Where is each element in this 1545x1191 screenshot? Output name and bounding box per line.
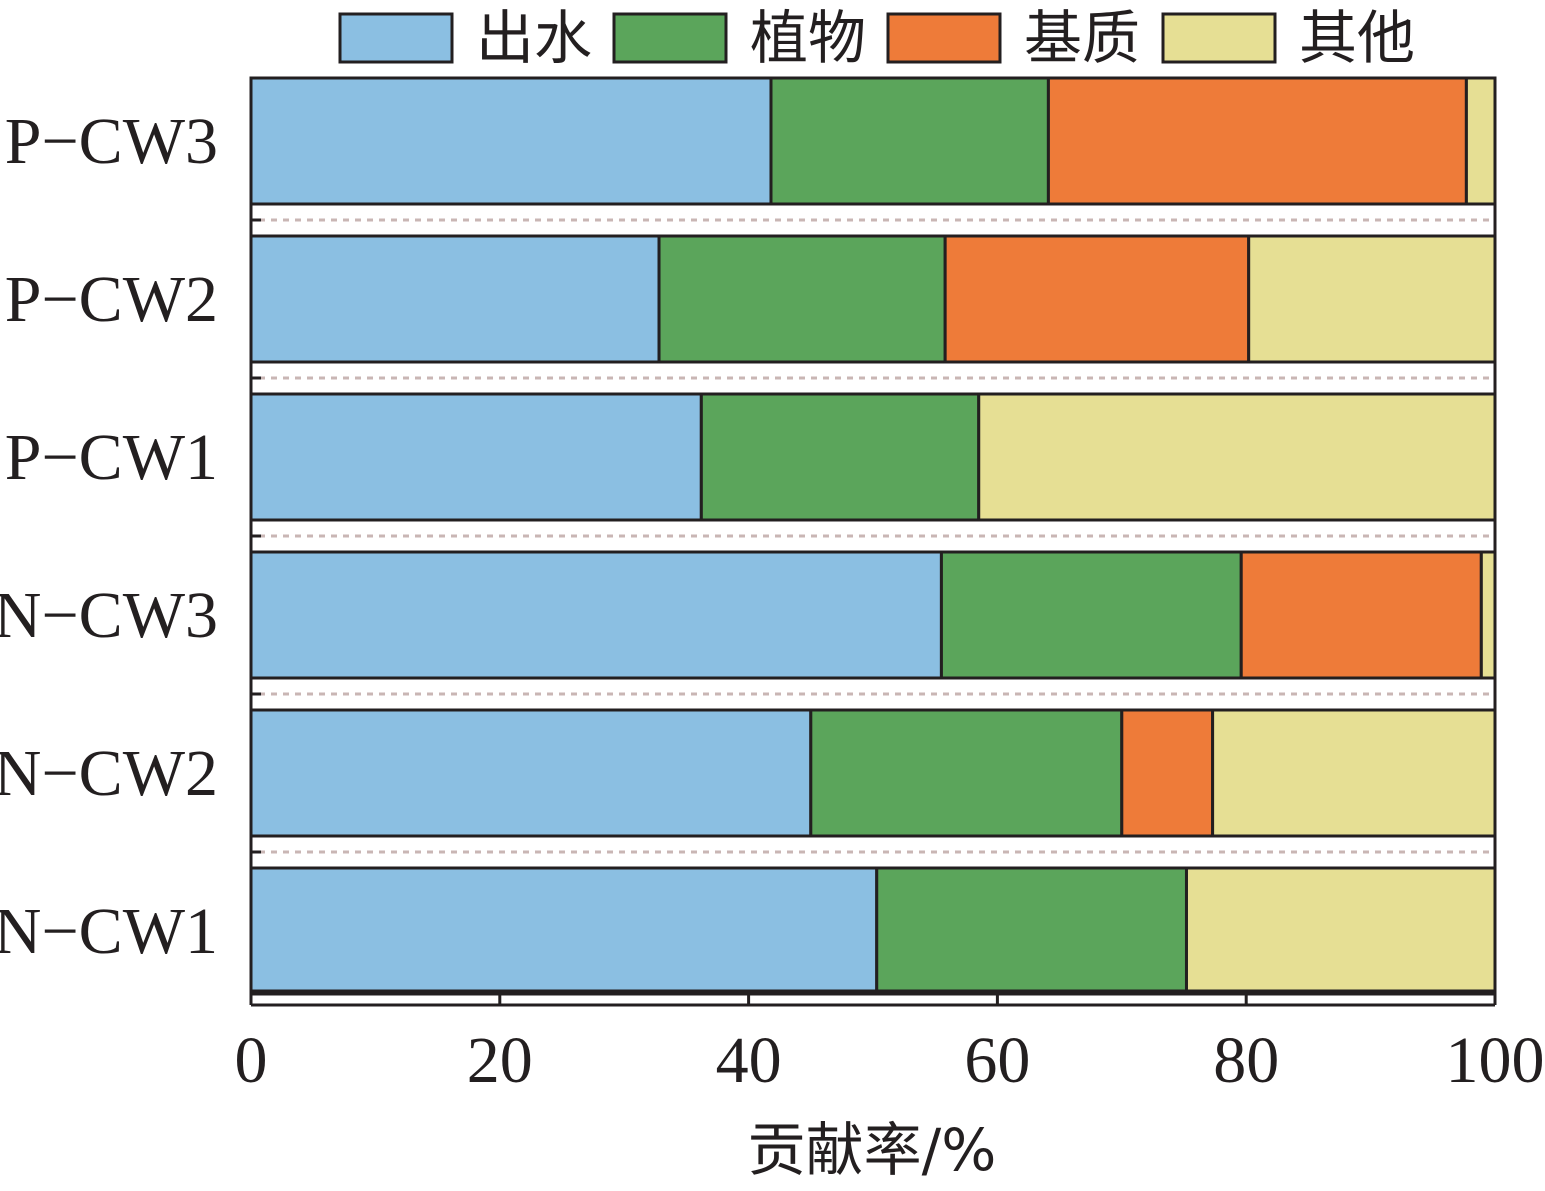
y-tick-label: N−CW2 [0,737,218,810]
x-tick-label: 100 [1446,1024,1545,1097]
row-separators [251,218,1495,854]
y-axis-labels: P−CW3 P−CW2 P−CW1 N−CW3 N−CW2 N−CW1 [0,105,218,968]
legend-swatch [338,12,454,64]
y-tick-label: P−CW2 [5,263,218,336]
x-tick-label: 60 [964,1024,1030,1097]
legend-label: 基质 [1024,4,1140,72]
bar-segment-3-series-4 [977,392,1497,522]
y-tick-label: N−CW3 [0,579,218,652]
bar-segment-1-series-3 [1046,76,1468,206]
bar-segment-5-series-3 [1120,708,1215,838]
bar-segment-4-series-2 [939,550,1243,680]
bar-segment-2-series-3 [943,234,1251,364]
bar-segment-3-series-1 [249,392,703,522]
bar-segment-1-series-2 [769,76,1050,206]
bar-segment-6-series-2 [875,866,1188,996]
bars [249,76,1497,996]
bar-segment-4-series-1 [249,550,943,680]
x-axis-title: 贡献率/% [748,1116,997,1184]
legend-swatch [1161,12,1277,64]
bar-segment-5-series-2 [809,708,1124,838]
legend-label: 其他 [1299,4,1415,72]
x-tick-label: 80 [1213,1024,1279,1097]
legend-swatch [886,12,1002,64]
bar-segment-6-series-4 [1184,866,1497,996]
legend: 出水 植物 基质 其他 [338,4,1415,72]
x-tick-label: 0 [235,1024,268,1097]
y-tick-label: P−CW3 [5,105,218,178]
x-tick-label: 40 [716,1024,782,1097]
x-tick-label: 20 [467,1024,533,1097]
bar-segment-4-series-4 [1479,550,1497,680]
y-tick-label: N−CW1 [0,895,218,968]
bar-segment-5-series-4 [1211,708,1497,838]
y-tick-label: P−CW1 [5,421,218,494]
bar-segment-6-series-1 [249,866,879,996]
bar-segment-2-series-4 [1247,234,1497,364]
x-axis: 0 20 40 60 80 100 [235,991,1545,1097]
bar-segment-2-series-1 [249,234,661,364]
plot-frame [249,76,1497,993]
bar-segment-2-series-2 [657,234,947,364]
bar-segment-1-series-1 [249,76,773,206]
legend-swatch [612,12,728,64]
bar-segment-5-series-1 [249,708,813,838]
bar-segment-4-series-3 [1239,550,1483,680]
bar-segment-1-series-4 [1464,76,1497,206]
legend-label: 植物 [750,4,866,72]
bar-segment-3-series-2 [699,392,981,522]
legend-label: 出水 [476,4,592,72]
